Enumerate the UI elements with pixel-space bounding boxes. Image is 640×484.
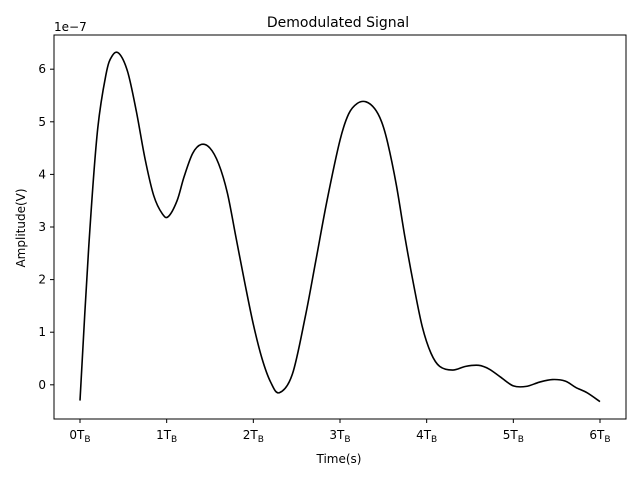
data-point (387, 142, 388, 143)
data-point (253, 324, 254, 325)
data-point (261, 358, 262, 359)
data-point (348, 113, 349, 114)
data-point (118, 53, 119, 54)
data-point (235, 237, 236, 238)
data-point (227, 192, 228, 193)
data-point (422, 326, 423, 327)
data-point (430, 353, 431, 354)
data-point (209, 148, 210, 149)
y-tick-label: 1 (38, 325, 46, 339)
y-tick-label: 4 (38, 167, 46, 181)
data-point (183, 176, 184, 177)
y-tick-label: 3 (38, 220, 46, 234)
data-point (526, 386, 527, 387)
y-tick-label: 6 (38, 62, 46, 76)
data-point (565, 381, 566, 382)
data-point (439, 366, 440, 367)
x-tick-label: 2TB (243, 428, 264, 445)
data-point (339, 140, 340, 141)
data-point (79, 400, 80, 401)
data-point (315, 261, 316, 262)
data-point (381, 121, 382, 122)
plot-area (79, 51, 601, 403)
data-point (88, 247, 89, 248)
data-point (396, 184, 397, 185)
y-tick-label: 2 (38, 273, 46, 287)
data-point (244, 282, 245, 283)
data-point (201, 144, 202, 145)
ticks-layer: 0TB 1TB 2TB 3TB 4TB 5TB 6TB 0 1 2 3 4 5 6 (38, 62, 610, 445)
x-tick-label: 3TB (329, 428, 350, 445)
data-point (127, 71, 128, 72)
data-point (586, 392, 587, 393)
x-tick-label: 1TB (156, 428, 177, 445)
data-point (162, 213, 163, 214)
x-tick-label: 0TB (69, 428, 90, 445)
data-point (270, 382, 271, 383)
data-point (136, 111, 137, 112)
data-point (357, 103, 358, 104)
data-point (404, 237, 405, 238)
x-tick-label: 5TB (503, 428, 524, 445)
x-axis-label: Time(s) (316, 452, 362, 466)
data-point (539, 382, 540, 383)
data-point (365, 101, 366, 102)
data-point (176, 200, 177, 201)
data-point (552, 379, 553, 380)
data-point (452, 369, 453, 370)
x-tick-label: 6TB (589, 428, 610, 445)
data-point (168, 216, 169, 217)
data-point (413, 284, 414, 285)
data-point (374, 108, 375, 109)
data-point (279, 392, 280, 393)
data-point (153, 195, 154, 196)
series-line (79, 51, 601, 403)
y-tick-label: 0 (38, 378, 46, 392)
x-tick-label: 4TB (416, 428, 437, 445)
data-point (97, 132, 98, 133)
data-point (575, 387, 576, 388)
data-point (105, 74, 106, 75)
axes-frame (53, 34, 627, 420)
data-point (218, 163, 219, 164)
data-point (144, 158, 145, 159)
y-tick-label: 5 (38, 115, 46, 129)
data-point (111, 55, 112, 56)
data-point (599, 401, 600, 402)
y-offset-text: 1e−7 (54, 20, 87, 34)
y-axis-label: Amplitude(V) (14, 188, 28, 267)
data-point (465, 366, 466, 367)
data-point (478, 365, 479, 366)
data-point (192, 153, 193, 154)
chart-title: Demodulated Signal (267, 15, 409, 31)
data-point (305, 316, 306, 317)
data-point (292, 374, 293, 375)
data-point (326, 200, 327, 201)
data-point (488, 368, 489, 369)
data-point (500, 376, 501, 377)
data-point (513, 385, 514, 386)
